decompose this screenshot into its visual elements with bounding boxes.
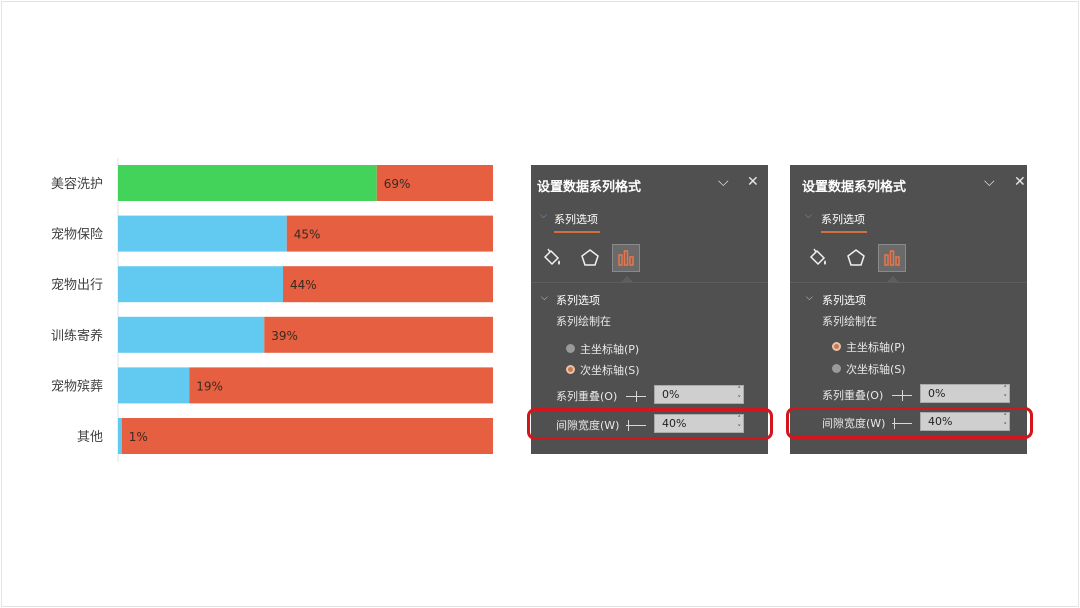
- category-tick-label: 宠物出行: [51, 277, 103, 293]
- primary-axis-radio[interactable]: [832, 342, 841, 351]
- bar-remainder[interactable]: [283, 266, 493, 303]
- tab-series-options[interactable]: 系列选项: [554, 213, 598, 226]
- gap-width-slider[interactable]: [626, 420, 646, 431]
- gap-width-input[interactable]: 40% ˄ ˅: [654, 414, 744, 433]
- series-overlap-input[interactable]: 0% ˄ ˅: [654, 385, 744, 404]
- bar-remainder[interactable]: [121, 418, 493, 454]
- bar-remainder[interactable]: [376, 165, 493, 201]
- primary-axis-radio[interactable]: [566, 344, 575, 353]
- bar-value[interactable]: [118, 367, 190, 404]
- bar-remainder[interactable]: [189, 367, 493, 404]
- divider: [790, 282, 1027, 283]
- series-overlap-slider[interactable]: [892, 390, 912, 401]
- panel-title: 设置数据系列格式: [537, 180, 642, 195]
- data-label: 39%: [271, 329, 298, 343]
- category-tick-label: 其他: [77, 430, 103, 445]
- bar-value[interactable]: [118, 215, 287, 252]
- tab-underline: [821, 231, 867, 233]
- bar-chart-icon[interactable]: [878, 244, 906, 272]
- series-overlap-label: 系列重叠(O): [822, 389, 884, 402]
- format-data-series-panel-secondary: 设置数据系列格式 ⌵ ✕ ⌵ 系列选项 ⌵ 系列选项 系列绘制在 主坐标轴(P)…: [531, 165, 768, 454]
- format-data-series-panel-primary: 设置数据系列格式 ⌵ ✕ ⌵ 系列选项 ⌵ 系列选项 系列绘制在 主坐标轴(P)…: [790, 165, 1027, 454]
- secondary-axis-label[interactable]: 次坐标轴(S): [846, 363, 906, 376]
- gap-width-label: 间隙宽度(W): [822, 417, 886, 430]
- tab-pointer: [621, 276, 633, 282]
- spinner-arrows-icon[interactable]: ˄ ˅: [1003, 385, 1008, 402]
- bar-remainder[interactable]: [264, 316, 493, 353]
- secondary-axis-radio[interactable]: [832, 364, 841, 373]
- data-label: 19%: [196, 379, 223, 393]
- data-label: 1%: [129, 430, 148, 444]
- tab-underline: [554, 231, 600, 233]
- series-overlap-input[interactable]: 0% ˄ ˅: [920, 384, 1010, 403]
- chevron-down-icon[interactable]: ⌵: [718, 174, 729, 190]
- panel-title: 设置数据系列格式: [802, 180, 907, 195]
- gap-width-slider[interactable]: [892, 418, 912, 429]
- primary-axis-label[interactable]: 主坐标轴(P): [580, 343, 640, 356]
- section-series-options[interactable]: 系列选项: [822, 294, 866, 307]
- bar-value[interactable]: [118, 165, 377, 201]
- spinner-arrows-icon[interactable]: ˄ ˅: [737, 386, 742, 403]
- category-tick-label: 宠物保险: [51, 227, 103, 243]
- stacked-bar-chart[interactable]: 美容洗护 69% 宠物保险 45% 宠物出行 44% 训练寄养 39% 宠物殡葬 19% 其他 1%: [0, 0, 520, 480]
- tab-series-options[interactable]: 系列选项: [821, 213, 865, 226]
- spinner-arrows-icon[interactable]: ˄ ˅: [1003, 413, 1008, 430]
- bar-remainder[interactable]: [286, 215, 493, 252]
- section-series-options[interactable]: 系列选项: [556, 294, 600, 307]
- plot-series-on-label: 系列绘制在: [556, 315, 611, 328]
- tab-pointer: [887, 276, 899, 282]
- chevron-down-icon[interactable]: ⌵: [541, 293, 548, 303]
- pentagon-icon[interactable]: [842, 244, 870, 272]
- bar-value[interactable]: [118, 418, 122, 454]
- close-icon[interactable]: ✕: [747, 174, 759, 190]
- pentagon-icon[interactable]: [576, 244, 604, 272]
- fill-bucket-icon[interactable]: [538, 244, 566, 272]
- gap-width-highlight: [527, 408, 773, 440]
- data-label: 44%: [290, 278, 317, 292]
- secondary-axis-radio[interactable]: [566, 365, 575, 374]
- spinner-arrows-icon[interactable]: ˄ ˅: [737, 415, 742, 432]
- category-tick-label: 美容洗护: [51, 176, 103, 192]
- series-overlap-label: 系列重叠(O): [556, 390, 618, 403]
- close-icon[interactable]: ✕: [1014, 174, 1026, 190]
- category-tick-label: 训练寄养: [51, 328, 103, 344]
- bar-value[interactable]: [118, 266, 283, 303]
- chevron-down-icon[interactable]: ⌵: [984, 174, 995, 190]
- plot-series-on-label: 系列绘制在: [822, 315, 877, 328]
- chevron-down-icon: ⌵: [805, 211, 812, 221]
- data-label: 69%: [384, 177, 411, 191]
- chevron-down-icon[interactable]: ⌵: [806, 293, 813, 303]
- data-label: 45%: [294, 228, 321, 242]
- chevron-down-icon: ⌵: [540, 211, 547, 221]
- category-tick-label: 宠物殡葬: [51, 378, 103, 394]
- divider: [531, 282, 768, 283]
- bar-chart-icon[interactable]: [612, 244, 640, 272]
- gap-width-label: 间隙宽度(W): [556, 419, 620, 432]
- secondary-axis-label[interactable]: 次坐标轴(S): [580, 364, 640, 377]
- gap-width-input[interactable]: 40% ˄ ˅: [920, 412, 1010, 431]
- bar-value[interactable]: [118, 316, 265, 353]
- primary-axis-label[interactable]: 主坐标轴(P): [846, 341, 906, 354]
- series-overlap-slider[interactable]: [626, 391, 646, 402]
- fill-bucket-icon[interactable]: [804, 244, 832, 272]
- gap-width-highlight: [786, 407, 1033, 439]
